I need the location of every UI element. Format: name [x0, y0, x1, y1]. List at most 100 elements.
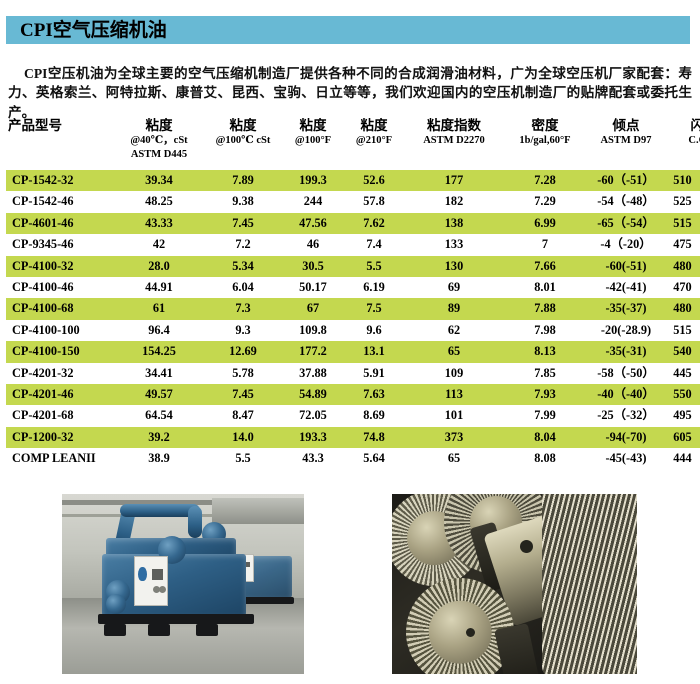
- side-cylinder-lower: [106, 594, 126, 614]
- intake-pipe-down: [188, 506, 202, 538]
- cell-model: CP-4100-150: [6, 341, 114, 363]
- cell-viscosity-210f: 7.4: [344, 234, 404, 256]
- panel-knob-right-icon: [159, 585, 167, 593]
- skid-foot-3: [196, 624, 218, 636]
- cell-density: 8.01: [504, 277, 586, 299]
- cell-viscosity-100c: 6.04: [204, 277, 282, 299]
- cell-density: 7.88: [504, 298, 586, 320]
- cell-pour-point: -25（-32）: [586, 405, 666, 427]
- shaft-bolt-hole-upper: [520, 540, 533, 553]
- table-row: CP-4201-32 34.41 5.78 37.88 5.91 109 7.85 -58（-…: [6, 362, 700, 385]
- cell-viscosity-40c: 154.25: [114, 341, 204, 363]
- gear-lower-left-hub: [428, 600, 492, 664]
- cell-model: COMP LEANII: [6, 448, 114, 470]
- cell-model: CP-4100-100: [6, 319, 114, 342]
- table-row: CP-4201-46 49.57 7.45 54.89 7.63 113 7.93 -40（-…: [6, 384, 700, 406]
- table-row: CP-1542-32 39.34 7.89 199.3 52.6 177 7.28 -60（-…: [6, 170, 700, 192]
- cell-viscosity-40c: 42: [114, 234, 204, 256]
- cell-viscosity-210f: 9.6: [344, 319, 404, 342]
- column-header-flash-point-title: 闪点: [690, 118, 700, 133]
- cell-flash-point: 510（266）: [666, 170, 700, 192]
- cell-flash-point: 445（229）: [666, 362, 700, 385]
- cell-viscosity-210f: 5.5: [344, 255, 404, 278]
- cell-pour-point: -40（-40）: [586, 384, 666, 406]
- column-header-viscosity-210f-title: 粘度: [360, 118, 388, 133]
- cell-viscosity-100f: 43.3: [282, 448, 344, 470]
- column-header-viscosity-index: 粘度指数 ASTM D2270: [404, 118, 504, 170]
- column-header-pour-point: 倾点 ASTM D97: [586, 118, 666, 170]
- cell-viscosity-210f: 74.8: [344, 426, 404, 449]
- column-header-viscosity-40c-sub2: ASTM D445: [130, 149, 188, 160]
- panel-knob-left-icon: [152, 585, 160, 593]
- cell-viscosity-100c: 5.5: [204, 448, 282, 470]
- ceiling-beam: [62, 500, 304, 505]
- cell-model: CP-4100-46: [6, 277, 114, 299]
- cell-viscosity-index: 109: [404, 362, 504, 385]
- cell-viscosity-210f: 7.62: [344, 212, 404, 235]
- cell-viscosity-100c: 9.38: [204, 191, 282, 213]
- cell-viscosity-210f: 5.91: [344, 362, 404, 385]
- table-row: COMP LEANII 38.9 5.5 43.3 5.64 65 8.08 -45(-43)…: [6, 448, 700, 470]
- column-header-model: 产品型号: [6, 118, 114, 170]
- cell-model: CP-4201-46: [6, 384, 114, 406]
- page-title: CPI空气压缩机油: [20, 20, 167, 41]
- cell-flash-point: 525（274）: [666, 191, 700, 213]
- table-row: CP-4100-32 28.0 5.34 30.5 5.5 130 7.66 -60(-51)…: [6, 255, 700, 278]
- column-header-viscosity-100c-title: 粘度: [229, 118, 257, 133]
- cell-viscosity-100f: 47.56: [282, 212, 344, 235]
- cell-viscosity-index: 130: [404, 255, 504, 278]
- cell-flash-point: 495（257）: [666, 405, 700, 427]
- cell-viscosity-100c: 9.3: [204, 319, 282, 342]
- cell-pour-point: -65（-54）: [586, 212, 666, 235]
- cell-density: 7: [504, 234, 586, 256]
- column-header-viscosity-40c-sub1: @40℃，cSt: [130, 135, 188, 146]
- cell-density: 8.13: [504, 341, 586, 363]
- column-header-viscosity-100c: 粘度 @100℃ cSt: [204, 118, 282, 170]
- cell-flash-point: 475（246）: [666, 234, 700, 256]
- table-row: CP-4100-100 96.4 9.3 109.8 9.6 62 7.98 -20(-28.…: [6, 319, 700, 342]
- column-header-flash-point: 闪点 C.O.C.: [666, 118, 700, 170]
- column-header-viscosity-index-sub1: ASTM D2270: [423, 135, 485, 146]
- cell-viscosity-40c: 49.57: [114, 384, 204, 406]
- cell-density: 7.98: [504, 319, 586, 342]
- cell-viscosity-40c: 43.33: [114, 212, 204, 235]
- cell-viscosity-100c: 12.69: [204, 341, 282, 363]
- cell-viscosity-index: 182: [404, 191, 504, 213]
- cell-flash-point: 480（249）: [666, 298, 700, 320]
- cell-flash-point: 444（229）: [666, 448, 700, 470]
- cell-viscosity-index: 113: [404, 384, 504, 406]
- skid-foot-2: [148, 624, 170, 636]
- cell-viscosity-40c: 64.54: [114, 405, 204, 427]
- cell-viscosity-100f: 67: [282, 298, 344, 320]
- cell-pour-point: -94(-70): [586, 426, 666, 449]
- cell-viscosity-100f: 37.88: [282, 362, 344, 385]
- cell-viscosity-40c: 96.4: [114, 319, 204, 342]
- cell-viscosity-index: 89: [404, 298, 504, 320]
- table-row: CP-4100-150 154.25 12.69 177.2 13.1 65 8.13 -35…: [6, 341, 700, 363]
- shaft-bolt-hole-lower: [466, 628, 475, 637]
- cell-viscosity-40c: 61: [114, 298, 204, 320]
- column-header-viscosity-210f: 粘度 @210°F: [344, 118, 404, 170]
- cell-pour-point: -4（-20）: [586, 234, 666, 256]
- panel-display: [151, 569, 163, 581]
- cell-viscosity-100c: 7.3: [204, 298, 282, 320]
- cell-viscosity-100c: 5.78: [204, 362, 282, 385]
- cell-viscosity-210f: 5.64: [344, 448, 404, 470]
- cell-model: CP-1200-32: [6, 426, 114, 449]
- cell-pour-point: -45(-43): [586, 448, 666, 470]
- cell-model: CP-4201-68: [6, 405, 114, 427]
- cell-viscosity-40c: 44.91: [114, 277, 204, 299]
- cell-pour-point: -35(-37): [586, 298, 666, 320]
- cell-model: CP-1542-46: [6, 191, 114, 213]
- cell-viscosity-100c: 7.89: [204, 170, 282, 192]
- cell-pour-point: -58（-50）: [586, 362, 666, 385]
- cell-viscosity-100c: 8.47: [204, 405, 282, 427]
- column-header-model-title: 产品型号: [8, 118, 62, 133]
- cell-density: 7.93: [504, 384, 586, 406]
- cell-viscosity-210f: 52.6: [344, 170, 404, 192]
- cell-viscosity-40c: 34.41: [114, 362, 204, 385]
- column-header-pour-point-sub1: ASTM D97: [600, 135, 652, 146]
- metal-gears-closeup-photo: [392, 494, 637, 674]
- cell-density: 7.85: [504, 362, 586, 385]
- intro-paragraph: CPI空压机油为全球主要的空气压缩机制造厂提供各种不同的合成润滑油材料，广为全球…: [8, 65, 692, 120]
